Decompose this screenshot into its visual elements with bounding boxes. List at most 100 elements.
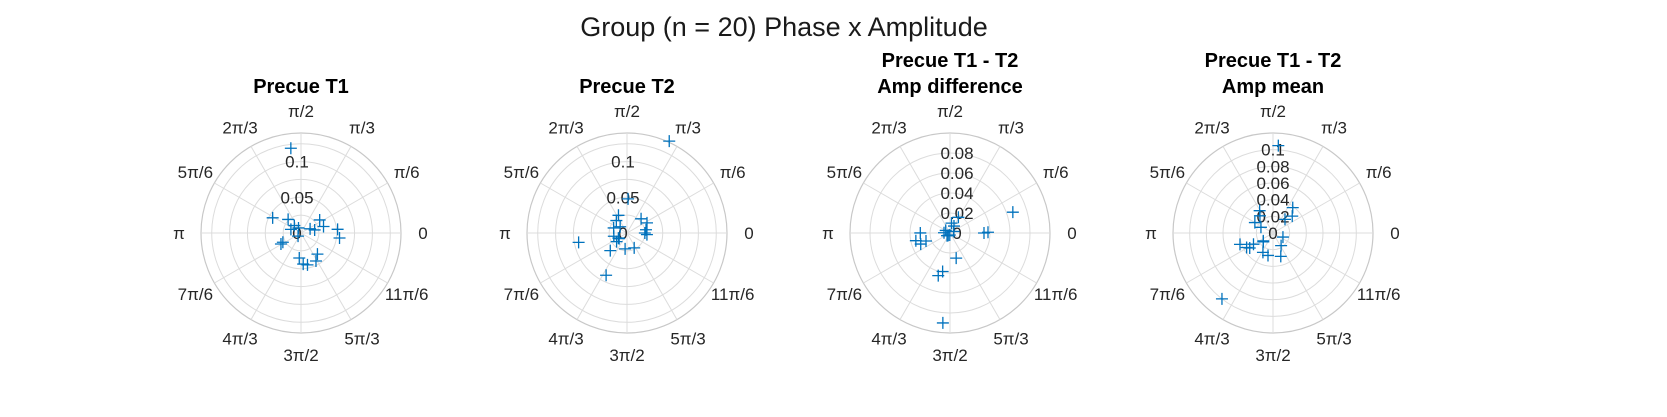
angle-tick-label: 0 xyxy=(744,224,753,243)
data-point-marker xyxy=(313,213,326,226)
angle-tick-label: 2π/3 xyxy=(222,118,257,137)
data-point-marker xyxy=(614,220,627,233)
data-point-marker xyxy=(1215,292,1228,305)
data-point-marker xyxy=(640,216,653,229)
grid-spoke xyxy=(214,182,302,234)
angle-tick-label: π xyxy=(173,224,185,243)
data-point-marker xyxy=(311,248,324,261)
angle-tick-label: 3π/2 xyxy=(932,346,967,365)
angle-tick-label: π/2 xyxy=(288,102,314,121)
angle-tick-label: 3π/2 xyxy=(609,346,644,365)
radial-tick-label: 0.06 xyxy=(1256,174,1289,193)
grid-spoke xyxy=(863,232,951,284)
data-point-marker xyxy=(622,192,635,205)
data-point-marker xyxy=(612,209,625,222)
angle-tick-label: 7π/6 xyxy=(504,285,539,304)
angle-tick-label: 11π/6 xyxy=(1034,285,1078,304)
figure-title: Group (n = 20) Phase x Amplitude xyxy=(580,12,987,42)
angle-tick-label: 11π/6 xyxy=(1357,285,1401,304)
angle-tick-label: π/2 xyxy=(937,102,963,121)
data-point-marker xyxy=(610,214,623,227)
grid-spoke xyxy=(1222,146,1274,234)
radial-tick-label: 0 xyxy=(952,224,961,243)
data-point-marker xyxy=(604,244,617,257)
data-point-marker xyxy=(610,235,623,248)
data-point-marker xyxy=(1262,249,1274,262)
data-point-marker xyxy=(572,236,585,249)
data-point-marker xyxy=(309,255,322,268)
grid-spoke xyxy=(626,182,714,234)
data-point-marker xyxy=(932,269,945,282)
plot-title-line: Amp difference xyxy=(877,76,1023,98)
angle-tick-label: π xyxy=(1145,224,1157,243)
angle-tick-label: π/6 xyxy=(394,163,420,182)
data-point-marker xyxy=(1278,213,1291,226)
data-point-marker xyxy=(945,217,958,230)
grid-spoke xyxy=(899,232,951,320)
polar-plot-2: Precue T2 0 π/6 π/3 π/2 2π/3 5π/6 π 7π/6 4π/3 3π/2… xyxy=(499,76,754,365)
angle-tick-label: π/6 xyxy=(1366,163,1392,182)
data-point-marker xyxy=(1248,216,1261,229)
angle-tick-label: 11π/6 xyxy=(711,285,755,304)
data-point-marker xyxy=(1272,139,1285,152)
data-point-marker xyxy=(284,223,297,236)
angle-tick-label: 3π/2 xyxy=(283,346,318,365)
angle-tick-label: 2π/3 xyxy=(871,118,906,137)
angle-tick-label: 7π/6 xyxy=(178,285,213,304)
data-point-marker xyxy=(950,252,963,265)
data-point-marker xyxy=(909,234,922,247)
angle-tick-label: 7π/6 xyxy=(1150,285,1185,304)
angle-tick-label: 11π/6 xyxy=(385,285,429,304)
grid-spoke xyxy=(899,146,951,234)
data-point-marker xyxy=(1253,209,1266,222)
grid-spoke xyxy=(626,232,714,284)
angle-tick-label: 4π/3 xyxy=(548,330,583,349)
grid-spoke xyxy=(1222,232,1274,320)
angle-tick-label: π/6 xyxy=(1043,163,1069,182)
angle-tick-label: π/2 xyxy=(614,102,640,121)
plot-title-line: Precue T2 xyxy=(579,76,675,98)
radial-tick-label: 0.02 xyxy=(940,204,973,223)
data-point-marker xyxy=(600,269,613,282)
plot-title-line: Precue T1 xyxy=(253,76,349,98)
radial-tick-label: 0.04 xyxy=(1256,191,1289,210)
grid-spoke xyxy=(1186,182,1274,234)
data-point-marker xyxy=(638,227,651,239)
data-point-marker xyxy=(1254,221,1267,234)
data-point-marker xyxy=(919,234,932,247)
radial-tick-label: 0.05 xyxy=(606,188,639,207)
data-point-marker xyxy=(304,222,317,235)
plot-title-line: Precue T1 - T2 xyxy=(1205,50,1342,72)
grid-spoke xyxy=(300,146,352,234)
grid-spoke xyxy=(576,232,628,320)
angle-tick-label: 5π/3 xyxy=(1316,330,1351,349)
plot-title-line: Precue T1 - T2 xyxy=(882,50,1019,72)
grid-spoke xyxy=(300,232,388,284)
data-point-marker xyxy=(1275,239,1288,252)
data-point-marker xyxy=(333,232,346,245)
radial-tick-label: 0.08 xyxy=(1256,157,1289,176)
angle-tick-label: 0 xyxy=(418,224,427,243)
data-point-marker xyxy=(297,258,310,271)
data-point-marker xyxy=(276,236,289,249)
data-point-marker xyxy=(1274,250,1287,263)
data-point-marker xyxy=(1286,210,1299,223)
radial-tick-label: 0.02 xyxy=(1256,207,1289,226)
data-point-marker xyxy=(936,316,949,329)
data-point-marker xyxy=(640,228,653,241)
grid-spoke xyxy=(1272,232,1360,284)
data-point-marker xyxy=(628,241,641,254)
angle-tick-label: 5π/6 xyxy=(178,163,213,182)
angle-tick-label: 4π/3 xyxy=(1194,330,1229,349)
grid-spoke xyxy=(540,182,628,234)
angle-tick-label: 2π/3 xyxy=(548,118,583,137)
angle-tick-label: 0 xyxy=(1390,224,1399,243)
data-point-marker xyxy=(293,252,306,265)
grid-spoke xyxy=(250,146,302,234)
data-point-marker xyxy=(952,211,965,224)
angle-tick-label: 5π/6 xyxy=(1150,163,1185,182)
data-point-marker xyxy=(1233,238,1246,251)
radial-tick-label: 0.04 xyxy=(940,184,973,203)
data-point-marker xyxy=(1243,241,1256,254)
